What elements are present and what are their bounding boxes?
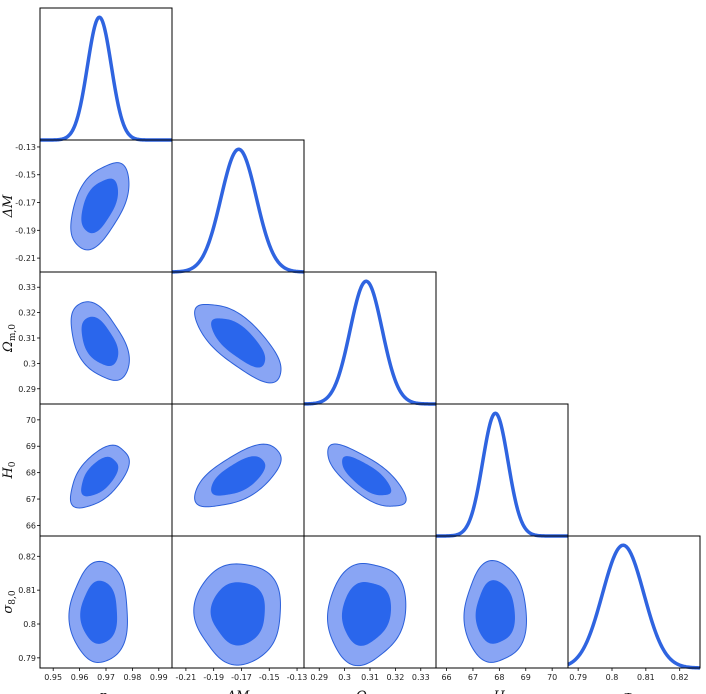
- pdf-curve-om: [303, 279, 437, 406]
- pdf-curve-ns: [39, 15, 173, 142]
- x-tick-label: 66: [441, 673, 451, 682]
- contour-ns-s8: [39, 535, 173, 669]
- contour-68-dM-s8: [210, 582, 265, 646]
- y-axis-label-om: Ωm,0: [1, 324, 18, 353]
- y-tick-label: -0.17: [15, 199, 36, 208]
- x-tick-label: 0.82: [671, 673, 689, 682]
- x-tick-label: 0.8: [606, 673, 619, 682]
- x-tick-label: 69: [521, 673, 531, 682]
- contour-ns-om: [39, 271, 173, 405]
- contour-68-dM-om: [211, 318, 266, 368]
- panel-frame: [303, 271, 437, 405]
- x-axis-ns: 0.95 0.96 0.97 0.98 0.99 ns: [44, 668, 168, 694]
- marginal-s8: [567, 535, 701, 670]
- x-axis-label-H0: H0: [492, 689, 510, 694]
- x-tick-label: -0.17: [231, 673, 252, 682]
- y-tick-label: 0.3: [23, 359, 36, 368]
- panel-frame: [435, 535, 569, 669]
- y-tick-label: 0.29: [18, 385, 36, 394]
- contour-ns-dM: [39, 139, 173, 273]
- x-axis-label-s8: σ8,0: [622, 689, 645, 694]
- contour-68-dM-H0: [211, 456, 266, 496]
- y-tick-label: 70: [26, 416, 36, 425]
- y-tick-label: 69: [26, 442, 36, 451]
- x-tick-label: 0.97: [97, 673, 115, 682]
- contour-ns-H0: [39, 403, 173, 537]
- y-tick-label: -0.19: [15, 226, 36, 235]
- y-axis-dM: -0.21 -0.19 -0.17 -0.15 -0.13 ΔM: [1, 143, 40, 263]
- panel-frame: [567, 535, 701, 669]
- contour-om-s8: [303, 535, 437, 669]
- y-tick-label: -0.21: [15, 254, 36, 263]
- marginal-dM: [171, 139, 305, 274]
- contour-dM-H0: [171, 403, 305, 537]
- y-tick-label: 67: [26, 495, 36, 504]
- x-axis-H0: 66 67 68 69 70 H0: [441, 668, 557, 694]
- x-tick-label: -0.15: [259, 673, 280, 682]
- contour-H0-s8: [435, 535, 569, 669]
- x-tick-label: 68: [494, 673, 504, 682]
- y-axis-label-s8: σ8,0: [1, 590, 18, 613]
- contour-68-om-s8: [341, 582, 392, 646]
- x-axis-s8: 0.79 0.8 0.81 0.82 σ8,0: [569, 668, 689, 694]
- x-axis-label-ns: ns: [100, 689, 113, 694]
- y-tick-label: 0.31: [18, 334, 36, 343]
- x-axis-om: 0.29 0.3 0.31 0.32 0.33 Ωm,0: [310, 668, 430, 694]
- contour-om-H0: [303, 403, 437, 537]
- marginal-H0: [435, 403, 569, 538]
- x-tick-label: 67: [468, 673, 478, 682]
- x-axis-label-om: Ωm,0: [355, 689, 384, 694]
- contour-dM-s8: [171, 535, 305, 669]
- y-tick-label: 66: [26, 521, 36, 530]
- y-axis-label-H0: H0: [1, 461, 18, 479]
- x-tick-label: 0.31: [361, 673, 379, 682]
- marginal-om: [303, 271, 437, 406]
- x-tick-label: -0.13: [287, 673, 308, 682]
- x-tick-label: 0.79: [569, 673, 587, 682]
- x-axis-dM: -0.21 -0.19 -0.17 -0.15 -0.13 ΔM: [176, 668, 308, 694]
- x-tick-label: 0.3: [338, 673, 351, 682]
- y-tick-label: -0.15: [15, 171, 36, 180]
- y-tick-label: 0.79: [18, 654, 36, 663]
- contour-68-H0-s8: [475, 580, 515, 644]
- x-tick-label: 0.81: [637, 673, 655, 682]
- contour-68-ns-om: [81, 316, 119, 367]
- y-tick-label: 0.81: [18, 586, 36, 595]
- x-tick-label: 0.98: [123, 673, 141, 682]
- x-tick-label: 0.29: [310, 673, 328, 682]
- x-tick-label: 0.33: [412, 673, 430, 682]
- x-tick-label: -0.19: [203, 673, 224, 682]
- y-axis-om: 0.29 0.3 0.31 0.32 0.33 Ωm,0: [1, 283, 40, 394]
- x-tick-label: 70: [547, 673, 557, 682]
- y-axis-label-dM: ΔM: [1, 194, 16, 218]
- contour-68-om-H0: [342, 456, 392, 496]
- contour-68-ns-dM: [81, 178, 119, 234]
- x-tick-label: 0.96: [71, 673, 89, 682]
- y-tick-label: 0.33: [18, 283, 36, 292]
- contour-68-ns-s8: [80, 580, 118, 644]
- y-axis-H0: 66 67 68 69 70 H0: [1, 416, 40, 530]
- x-tick-label: 0.95: [44, 673, 62, 682]
- y-axis-s8: 0.79 0.8 0.81 0.82 σ8,0: [1, 552, 40, 663]
- panel-frame: [171, 139, 305, 273]
- contour-68-ns-H0: [81, 456, 119, 497]
- pdf-curve-s8: [567, 543, 701, 670]
- pdf-curve-dM: [171, 147, 305, 274]
- y-tick-label: 0.82: [18, 552, 36, 561]
- pdf-curve-H0: [435, 411, 569, 538]
- y-tick-label: 0.32: [18, 309, 36, 318]
- x-tick-label: 0.99: [150, 673, 168, 682]
- x-tick-label: 0.32: [386, 673, 404, 682]
- contour-dM-om: [171, 271, 305, 405]
- x-axis-label-dM: ΔM: [226, 689, 250, 694]
- y-tick-label: 0.8: [23, 620, 36, 629]
- marginal-ns: [39, 7, 173, 142]
- x-tick-label: -0.21: [176, 673, 197, 682]
- y-tick-label: -0.13: [15, 143, 36, 152]
- y-tick-label: 68: [26, 469, 36, 478]
